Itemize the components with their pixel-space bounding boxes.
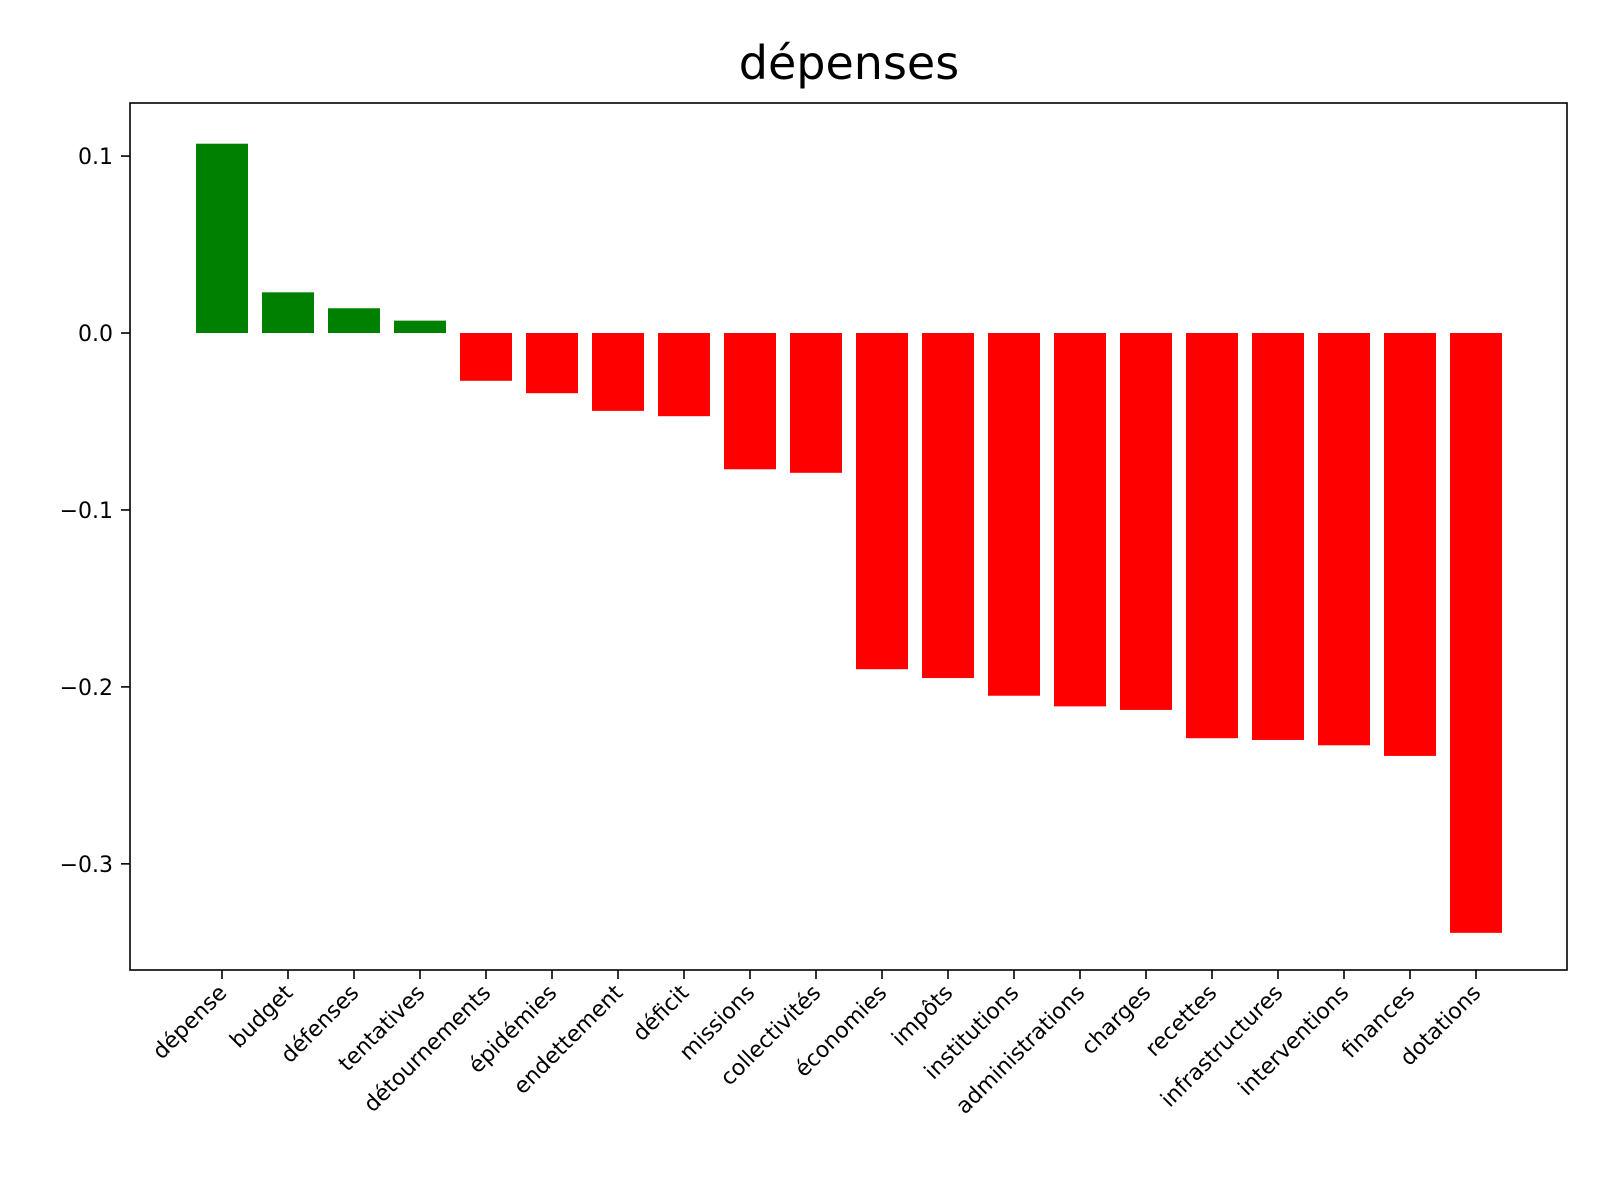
bar-institutions xyxy=(988,333,1040,696)
bar-recettes xyxy=(1186,333,1238,739)
y-tick-label: 0.1 xyxy=(78,145,113,170)
bar-tentatives xyxy=(394,320,446,334)
bar-interventions xyxy=(1318,333,1370,746)
plot-frame xyxy=(129,102,1568,971)
bar-depense xyxy=(196,143,248,334)
y-tick-label: −0.1 xyxy=(60,499,113,524)
x-tick-label: infrastructures xyxy=(1156,981,1288,1113)
bar-administrations xyxy=(1054,333,1106,707)
y-tick-label: 0.0 xyxy=(78,322,113,347)
bar-impots xyxy=(922,333,974,679)
y-axis: 0.1 0.0 −0.1 −0.2 −0.3 xyxy=(60,145,130,878)
bar-defenses xyxy=(328,308,380,334)
y-tick-label: −0.3 xyxy=(60,853,113,878)
bar-infrastructures xyxy=(1252,333,1304,740)
y-tick-label: −0.2 xyxy=(60,676,113,701)
x-tick-label: déficit xyxy=(628,980,694,1046)
bar-economies xyxy=(856,333,908,670)
bar-endettement xyxy=(592,333,644,411)
bar-deficit xyxy=(658,333,710,417)
bar-budget xyxy=(262,292,314,334)
bar-missions xyxy=(724,333,776,470)
bar-dotations xyxy=(1450,333,1502,933)
bar-epidemies xyxy=(526,333,578,394)
chart-title: dépenses xyxy=(739,36,959,90)
x-axis: dépensebudgetdéfensestentativesdétournem… xyxy=(148,970,1486,1119)
x-tick-label: dépense xyxy=(148,981,232,1065)
bars-group xyxy=(196,143,1502,933)
bar-charges xyxy=(1120,333,1172,710)
bar-collectivites xyxy=(790,333,842,473)
bar-detournements xyxy=(460,333,512,381)
bar-finances xyxy=(1384,333,1436,756)
